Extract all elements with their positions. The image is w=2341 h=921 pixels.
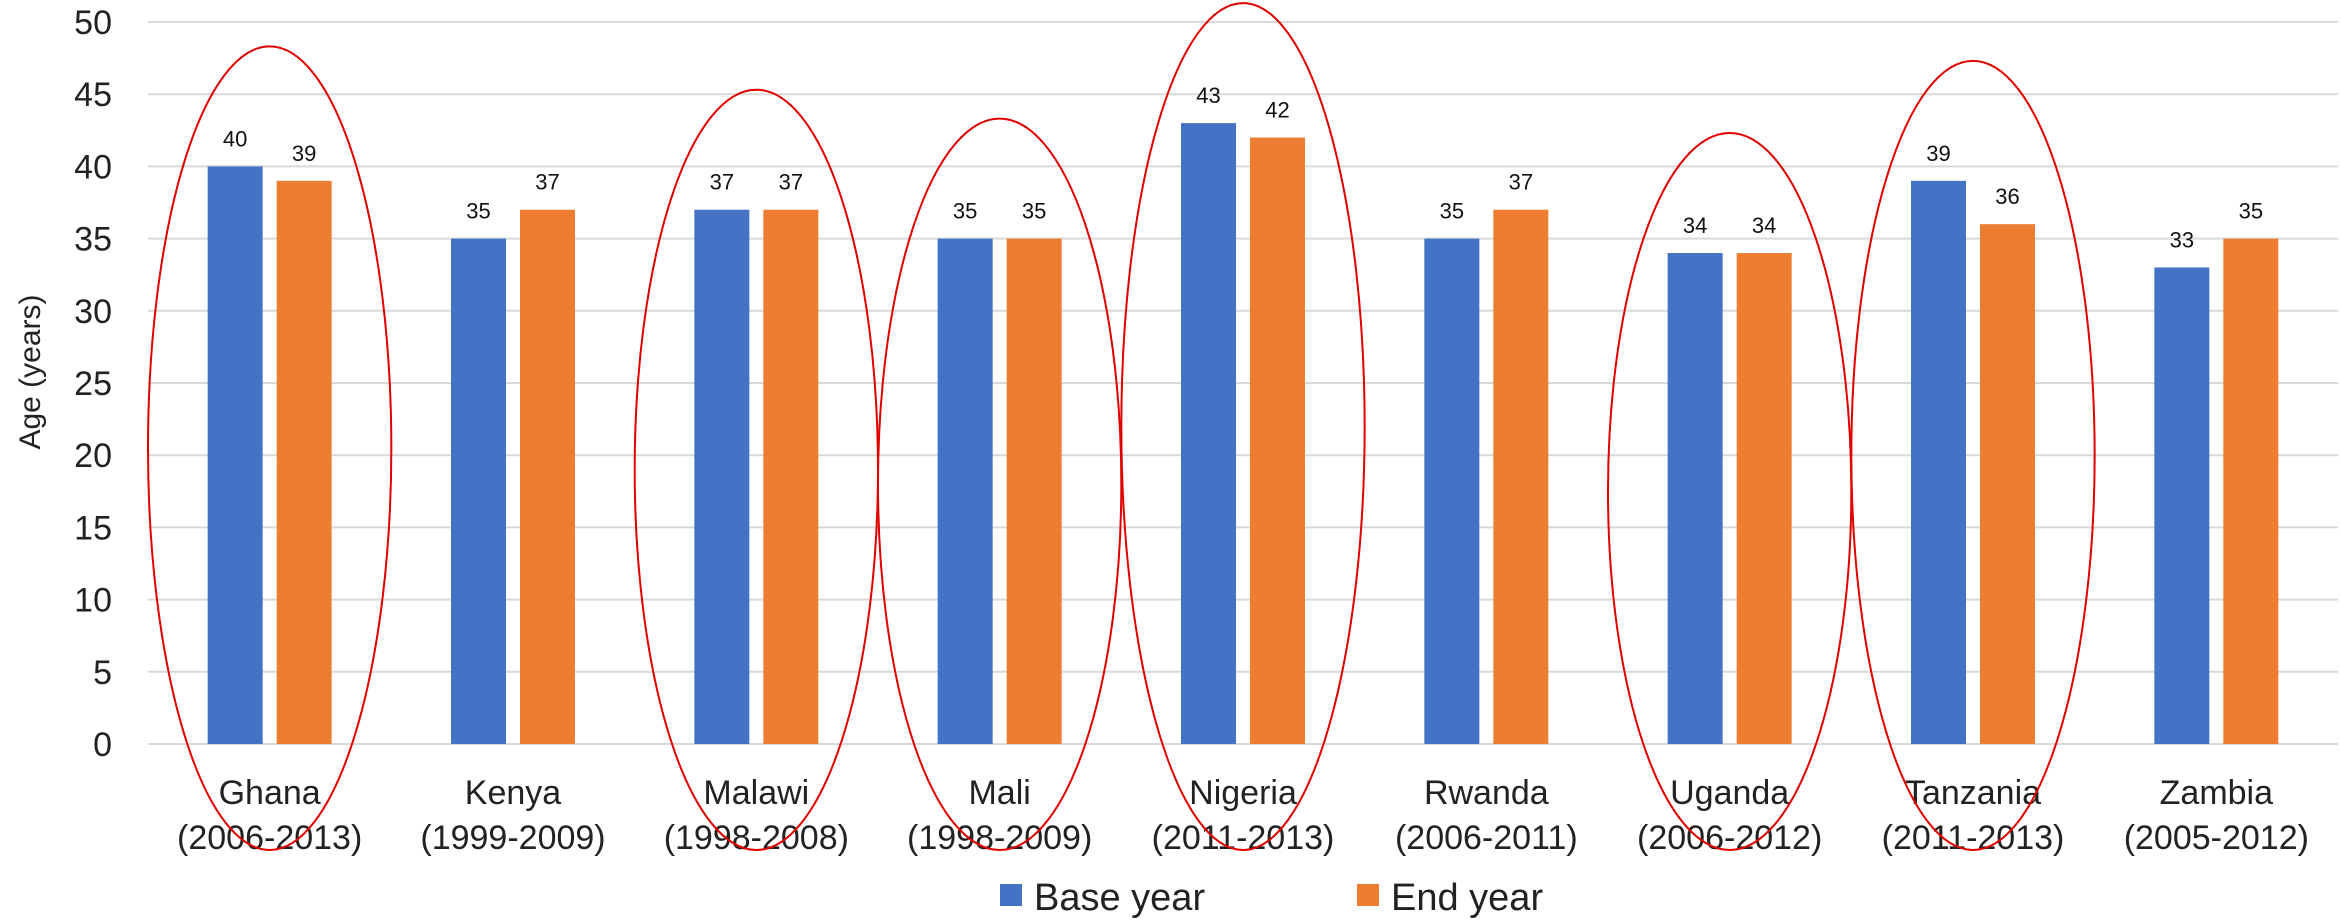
data-label: 39 (1926, 141, 1950, 166)
bar-base-zambia (2154, 267, 2210, 744)
category-label: (2006-2011) (1395, 819, 1578, 857)
y-tick-label: 35 (74, 221, 112, 259)
bar-base-rwanda (1424, 238, 1480, 744)
data-label: 35 (953, 199, 977, 224)
legend: Base year End year (1000, 877, 1543, 919)
y-axis-label: Age (years) (14, 294, 47, 449)
y-tick-label: 30 (74, 293, 112, 331)
bar-base-nigeria (1181, 123, 1236, 744)
data-label: 37 (1509, 170, 1533, 195)
category-label: Rwanda (1424, 774, 1549, 812)
category-label: (2006-2012) (1637, 819, 1822, 857)
data-label: 35 (1440, 199, 1464, 224)
bar-base-malawi (694, 209, 750, 745)
category-label: (2011-2013) (1152, 819, 1335, 857)
legend-swatch (1000, 884, 1022, 906)
y-tick-label: 15 (74, 509, 112, 547)
category-label: (1998-2009) (907, 819, 1092, 857)
bars (207, 123, 2279, 745)
category-labels: Ghana (2006-2013) Kenya (1999-2009) Malawi (1… (177, 774, 2309, 857)
legend-swatch (1357, 884, 1379, 906)
bar-end-nigeria (1250, 137, 1305, 744)
bar-end-malawi (763, 209, 819, 745)
category-label: (1999-2009) (420, 819, 605, 857)
data-label: 34 (1752, 213, 1776, 238)
data-label: 36 (1995, 184, 2019, 209)
y-tick-label: 10 (74, 582, 112, 620)
data-label: 37 (710, 170, 734, 195)
category-label: Ghana (219, 774, 321, 812)
data-label: 34 (1683, 213, 1707, 238)
data-label: 37 (779, 170, 803, 195)
y-tick-label: 45 (74, 76, 112, 114)
bar-end-ghana (276, 180, 332, 745)
y-axis-ticks: 0 5 10 15 20 25 30 35 40 45 50 (74, 4, 112, 764)
data-label: 40 (223, 126, 247, 151)
bar-base-ghana (207, 166, 263, 744)
y-tick-label: 20 (74, 437, 112, 475)
data-label: 33 (2170, 227, 2194, 252)
highlight-ellipse (633, 88, 879, 851)
bar-end-rwanda (1493, 209, 1549, 745)
category-label: Malawi (703, 774, 809, 812)
highlight-ellipse (1607, 132, 1853, 851)
data-label: 35 (466, 199, 490, 224)
highlight-ellipse (877, 117, 1123, 851)
y-tick-label: 40 (74, 148, 112, 186)
bar-base-kenya (451, 238, 506, 744)
bar-base-tanzania (1911, 180, 1966, 745)
data-label: 37 (535, 170, 559, 195)
category-label: Mali (968, 774, 1030, 812)
category-label: (1998-2008) (664, 819, 849, 857)
data-label: 35 (1022, 199, 1046, 224)
gridlines (148, 21, 2338, 745)
category-label: Zambia (2160, 774, 2273, 812)
y-tick-label: 50 (74, 4, 112, 42)
category-label: (2011-2013) (1882, 819, 2065, 857)
data-label: 35 (2239, 199, 2263, 224)
data-label: 39 (292, 141, 316, 166)
y-tick-label: 0 (93, 726, 112, 764)
bar-base-uganda (1667, 253, 1723, 745)
bar-end-zambia (2223, 238, 2279, 744)
data-label: 42 (1265, 98, 1289, 123)
data-label: 43 (1196, 83, 1220, 108)
bar-end-uganda (1736, 253, 1792, 745)
highlight-ellipse (1120, 2, 1366, 851)
category-label: Tanzania (1905, 774, 2041, 812)
highlight-ellipses (147, 2, 2096, 851)
bar-base-mali (937, 238, 993, 744)
category-label: Kenya (465, 774, 561, 812)
y-tick-label: 25 (74, 365, 112, 403)
highlight-ellipse (147, 45, 393, 851)
bar-end-kenya (520, 209, 575, 745)
legend-label: Base year (1034, 877, 1205, 919)
category-label: Nigeria (1189, 774, 1297, 812)
bar-end-mali (1006, 238, 1062, 744)
bar-end-tanzania (1980, 224, 2035, 744)
legend-label: End year (1391, 877, 1543, 919)
y-tick-label: 5 (93, 654, 112, 692)
category-label: (2005-2012) (2124, 819, 2309, 857)
category-label: (2006-2013) (177, 819, 362, 857)
category-label: Uganda (1670, 774, 1789, 812)
data-labels: 40 39 35 37 37 37 35 35 43 42 35 37 34 34 39 36 33 35 (223, 83, 2263, 252)
highlight-ellipse (1850, 59, 2096, 851)
